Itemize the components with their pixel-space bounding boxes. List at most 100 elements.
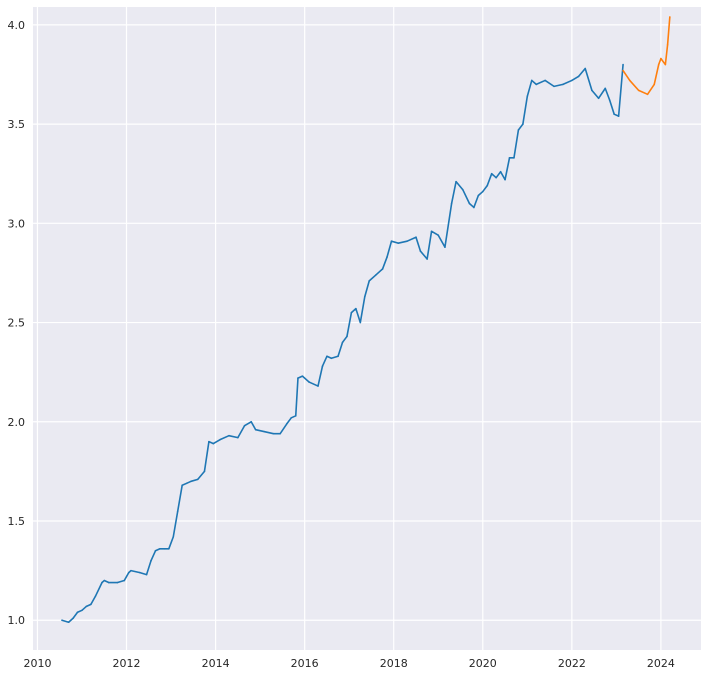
series-0-point [381,268,384,270]
series-0-point [308,381,310,383]
series-0-point [196,478,199,481]
series-1-point [628,79,631,82]
series-0-point [101,581,103,584]
series-0-point [346,335,348,338]
series-0-point [495,176,497,179]
series-0-point [145,573,148,576]
y-tick-label: 1.0 [8,614,26,627]
series-0-point [321,365,324,368]
x-tick-label: 2024 [647,657,675,670]
series-0-point [172,536,175,538]
series-0-point [419,250,422,252]
series-0-point [486,184,489,187]
series-0-point [390,240,393,242]
series-0-point [513,157,515,159]
series-0-point [254,428,257,431]
series-0-point [154,549,157,552]
series-0-point [437,234,440,237]
series-0-point [577,75,580,78]
x-tick-label: 2022 [558,657,586,670]
series-0-point [508,157,511,159]
series-0-point [617,115,620,117]
series-0-point [263,430,266,433]
series-0-point [350,311,353,314]
series-1-point [657,63,660,66]
series-0-point [212,442,215,445]
series-0-point [522,123,524,125]
series-0-point [279,432,281,435]
series-0-point [272,432,275,435]
series-0-point [127,571,130,574]
series-0-point [490,172,493,175]
series-1-point [622,69,624,72]
series-0-point [526,95,529,98]
series-0-point [330,357,333,360]
series-0-point [444,246,446,248]
series-lines [61,16,671,624]
series-0-point [622,63,624,66]
series-0-point [406,240,408,242]
series-0-point [359,321,362,324]
series-1-point [660,57,662,60]
series-0-point [297,377,299,379]
series-0-point [530,79,533,82]
series-0-point [228,434,230,437]
series-0-point [237,436,239,439]
series-0-point [181,484,183,487]
series-0-point [553,85,555,88]
series-0-point [123,579,126,582]
series-0-point [571,79,573,82]
series-0-point [190,480,192,483]
series-0-point [355,307,357,310]
x-tick-label: 2014 [202,657,230,670]
series-0-point [337,355,339,358]
series-0-point [517,129,520,131]
series-0-point [159,547,161,550]
series-0-point [176,510,179,512]
series-0-point [426,258,428,260]
series-0-point [203,470,206,473]
series-0-point [591,89,593,92]
y-axis-tick-labels: 1.0 1.5 2.0 2.5 3.0 3.5 4.0 [8,19,26,627]
series-0-point [613,113,615,115]
series-0-point [301,375,304,377]
series-0-point [481,190,484,193]
series-0-point [604,87,607,90]
series-0-point [455,180,457,183]
x-tick-label: 2018 [380,657,408,670]
series-0-point [608,99,611,102]
series-0-point [250,420,253,423]
plot-area [33,7,701,650]
series-0-point [468,202,471,205]
series-0-point [363,295,366,298]
series-0-point [386,256,388,258]
y-tick-label: 2.5 [8,317,26,330]
y-tick-label: 3.0 [8,217,26,230]
x-tick-label: 2010 [23,657,51,670]
x-tick-label: 2020 [469,657,497,670]
series-0-point [473,206,475,209]
series-0-point [584,67,587,70]
grid-lines [33,7,701,650]
series-0-point [61,619,63,622]
series-0-point [597,97,600,100]
series-0-point [139,571,141,574]
series-0-point [430,230,433,233]
series-0-point [219,438,221,441]
series-0-point [116,581,119,584]
series-1-point [664,63,667,66]
series-1 [622,16,671,96]
y-tick-label: 2.0 [8,416,26,429]
x-axis-tick-labels: 2010 2012 2014 2016 2018 2020 2022 2024 [23,657,674,670]
series-0-point [67,621,70,624]
series-0-point [562,83,564,86]
series-1-point [666,43,669,46]
series-0-point [294,415,297,417]
y-tick-label: 1.5 [8,515,26,528]
series-0-point [504,178,506,181]
series-0-point [81,609,83,612]
series-1-point [646,93,649,96]
series-0-point [317,385,319,387]
x-tick-label: 2016 [291,657,319,670]
